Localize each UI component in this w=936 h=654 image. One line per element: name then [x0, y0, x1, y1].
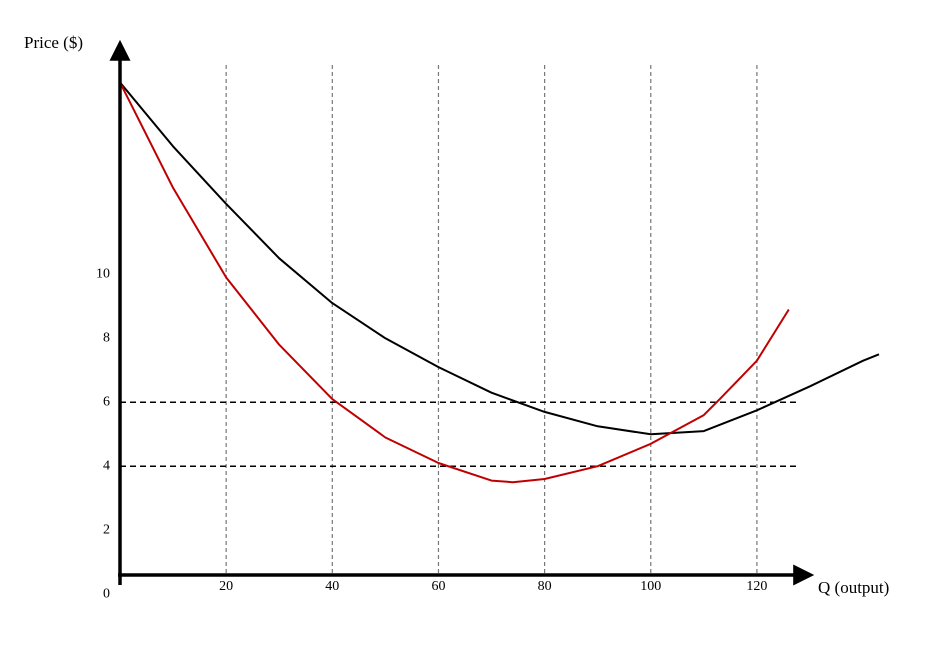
curve [119, 81, 790, 484]
x-tick-label: 20 [219, 579, 233, 594]
x-tick-label: 40 [325, 579, 339, 594]
curve [119, 81, 880, 436]
y-tick-label: 8 [103, 331, 110, 346]
x-tick-label: 60 [431, 579, 445, 594]
x-tick-label: 100 [640, 579, 661, 594]
x-tick-label: 80 [538, 579, 552, 594]
y-tick-label: 2 [103, 522, 110, 537]
y-axis-label: Price ($) [24, 33, 83, 52]
y-tick-label: 4 [103, 458, 110, 473]
x-axis-label: Q (output) [818, 578, 889, 597]
y-tick-label: 0 [103, 586, 110, 601]
x-tick-label: 120 [746, 579, 767, 594]
y-tick-label: 10 [96, 267, 110, 282]
y-tick-label: 6 [103, 394, 110, 409]
